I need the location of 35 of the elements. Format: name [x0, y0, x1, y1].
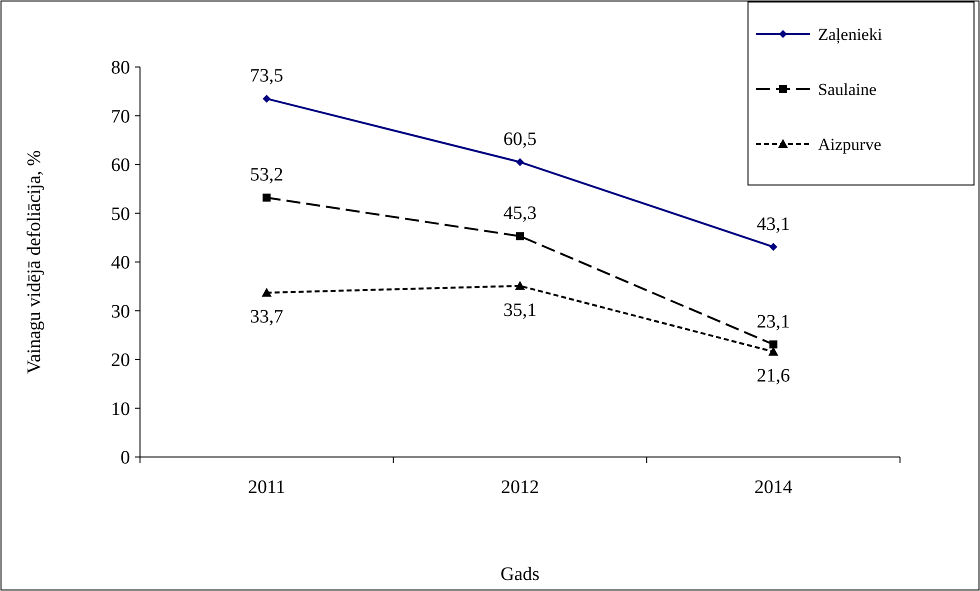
point	[262, 194, 271, 202]
data-label: 21,6	[756, 366, 790, 387]
point	[769, 242, 778, 251]
point	[515, 280, 525, 290]
legend-label: Saulaine	[818, 80, 877, 99]
y-tick-label: 60	[111, 155, 130, 176]
point	[769, 340, 778, 348]
data-label: 23,1	[756, 311, 790, 332]
legend-label: Aizpurve	[818, 134, 882, 154]
point	[768, 346, 778, 356]
legend-label: Zaļenieki	[818, 24, 882, 44]
data-label: 43,1	[756, 214, 790, 235]
point	[262, 288, 272, 297]
y-tick-label: 20	[111, 350, 130, 372]
y-tick-label: 0	[120, 448, 130, 469]
y-tick-label: 30	[111, 301, 130, 322]
x-axis-title: Gads	[500, 564, 540, 585]
point	[516, 232, 524, 240]
y-tick-label: 40	[111, 252, 130, 274]
data-label: 33,7	[250, 306, 284, 328]
point	[262, 94, 271, 103]
data-label: 45,3	[503, 203, 537, 224]
data-label: 35,1	[503, 300, 537, 321]
x-tick-label: 2014	[754, 477, 793, 498]
y-tick-label: 10	[111, 398, 130, 420]
point	[516, 158, 524, 166]
y-tick-label: 50	[111, 204, 130, 225]
y-axis-title: Vainagu vidējā defoliācija, %	[24, 150, 45, 374]
data-label: 60,5	[503, 129, 537, 150]
y-tick-label: 80	[111, 58, 130, 79]
y-tick-label: 70	[111, 106, 130, 128]
x-tick-label: 2011	[248, 477, 286, 498]
data-label: 53,2	[250, 164, 284, 186]
x-tick-label: 2012	[501, 477, 539, 498]
data-label: 73,5	[250, 66, 284, 87]
